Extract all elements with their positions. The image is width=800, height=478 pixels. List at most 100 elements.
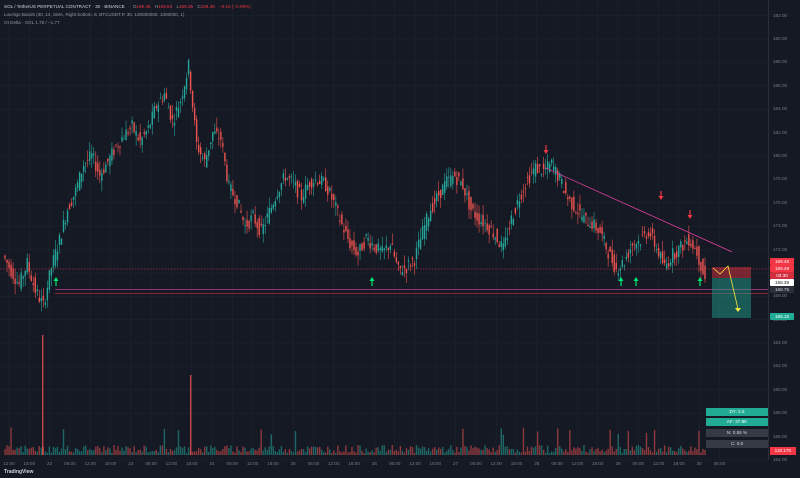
candle-body	[4, 255, 6, 259]
volume-bar	[409, 446, 412, 455]
candle-body	[103, 169, 105, 174]
volume-bar	[552, 452, 555, 455]
volume-bar	[327, 446, 329, 455]
candle-body	[187, 59, 190, 75]
volume-bar	[440, 448, 442, 455]
volume-bar	[516, 449, 519, 455]
volume-bar	[478, 448, 480, 455]
price-tick-label: 168.00	[773, 293, 788, 299]
candle-body	[510, 215, 513, 224]
volume-bar	[335, 452, 337, 455]
volume-bar	[46, 452, 49, 455]
volume-bar	[310, 446, 313, 455]
volume-bar	[383, 445, 385, 455]
candle-body	[60, 238, 63, 245]
candle-body	[193, 107, 196, 121]
volume-bar	[210, 445, 212, 455]
volume-spike-bar	[190, 375, 192, 455]
volume-bar	[355, 452, 357, 455]
candle-body	[571, 197, 573, 210]
volume-bar	[10, 427, 12, 455]
volume-bar	[504, 446, 506, 455]
price-tick-label: 184.00	[773, 106, 788, 112]
candle-body	[419, 238, 422, 250]
candle-body	[12, 268, 14, 279]
candle-body	[601, 227, 603, 235]
volume-bar	[105, 450, 107, 455]
candle-body	[325, 177, 327, 192]
volume-bar	[272, 446, 275, 455]
ohlc-close: 169.49	[200, 4, 215, 9]
candle-body	[694, 248, 696, 250]
volume-bar	[296, 451, 299, 455]
indicator-oi-delta[interactable]: OI Delta · SOL 1.78 / −1.77	[4, 20, 60, 25]
time-axis[interactable]: 12:00 18:00 22 06:00 12:00 18:00 23 06:00 12:00 1…	[0, 460, 768, 471]
candle-body	[226, 164, 228, 182]
volume-bar	[258, 447, 260, 455]
volume-bar	[651, 452, 654, 455]
candle-body	[627, 252, 630, 258]
candle-body	[448, 176, 450, 178]
candle-body	[631, 243, 634, 246]
candle-body	[143, 132, 145, 135]
candle-body	[165, 92, 168, 99]
volume-bar	[129, 448, 131, 455]
volume-bar	[181, 447, 184, 455]
volume-bar	[284, 449, 287, 455]
candle-body	[153, 106, 155, 119]
volume-bar	[680, 445, 682, 455]
time-tick-label: 22	[47, 461, 53, 466]
volume-bar	[185, 452, 188, 455]
volume-bar	[684, 450, 686, 455]
volume-bar	[218, 451, 220, 455]
candle-body	[472, 204, 474, 209]
candle-body	[633, 243, 636, 245]
candle-body	[272, 205, 275, 209]
candle-body	[119, 146, 121, 148]
candle-body	[30, 275, 32, 281]
tradingview-logo[interactable]: TradingView	[4, 469, 34, 475]
volume-bar	[54, 447, 57, 455]
candle-body	[310, 179, 313, 189]
level-price-tag: 168.75	[770, 286, 794, 293]
indicator-luxalgo[interactable]: LuxAlgo Bands (30, 14, SMA, Right bottom…	[4, 12, 185, 17]
volume-bar	[397, 451, 400, 455]
volume-bar	[653, 429, 656, 455]
volume-bar	[411, 446, 414, 455]
volume-bar	[133, 446, 135, 455]
candle-body	[595, 222, 597, 231]
volume-bar	[34, 450, 36, 455]
volume-bar	[6, 445, 8, 455]
volume-bar	[550, 451, 553, 455]
candle-body	[522, 191, 525, 193]
volume-bar	[405, 448, 408, 455]
candle-body	[613, 254, 615, 273]
time-tick-label: 27	[453, 461, 459, 466]
candle-body	[248, 220, 250, 229]
volume-bar	[565, 448, 567, 455]
time-tick-label: 06:00	[307, 461, 320, 466]
volume-bar	[206, 446, 208, 455]
volume-bar	[179, 446, 182, 455]
volume-bar	[512, 448, 515, 455]
candle-body	[534, 163, 537, 177]
volume-bar	[347, 452, 349, 455]
volume-bar	[657, 448, 660, 455]
footer: TradingView	[0, 468, 120, 478]
price-axis[interactable]: 192.00 190.00 188.00 186.00 184.00 182.00 180.…	[768, 0, 800, 462]
time-tick-label: 18:00	[673, 461, 685, 466]
legend-symbol-row[interactable]: SOL / TetherUS PERPETUAL CONTRACT · 30 ·…	[4, 4, 251, 9]
candle-body	[389, 245, 392, 250]
candle-body	[665, 263, 668, 269]
candle-body	[115, 144, 117, 146]
volume-bar	[242, 446, 244, 455]
candle-body	[450, 175, 452, 186]
volume-bar	[157, 452, 160, 455]
candle-body	[234, 199, 236, 205]
candle-body	[155, 106, 158, 108]
volume-bar	[4, 449, 6, 455]
candle-body	[480, 222, 482, 225]
symbol-name[interactable]: SOL / TetherUS PERPETUAL CONTRACT · 30 ·…	[4, 4, 125, 9]
